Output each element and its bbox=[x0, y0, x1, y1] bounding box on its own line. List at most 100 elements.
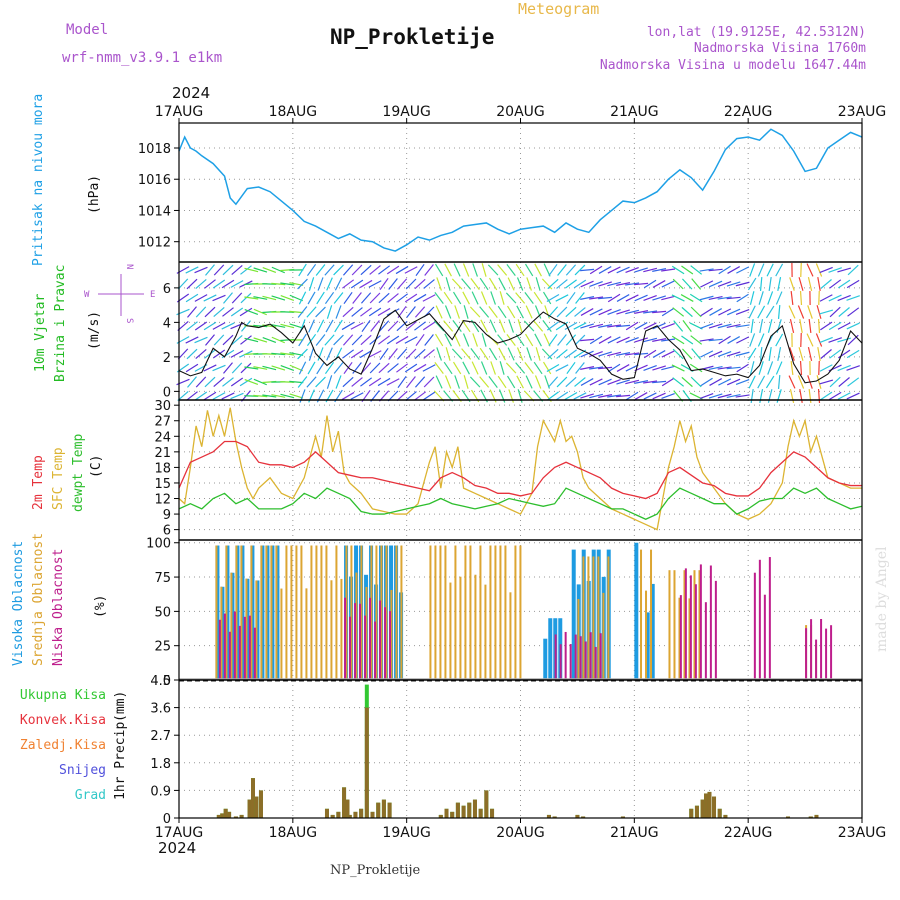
wind-barb bbox=[315, 334, 326, 346]
wind-barb bbox=[847, 377, 860, 387]
wind-barb bbox=[767, 361, 774, 375]
wind-barb bbox=[717, 350, 732, 358]
mid_cloud-bar bbox=[335, 545, 338, 680]
wind-barb bbox=[819, 266, 833, 274]
wind-barb bbox=[681, 348, 693, 360]
wind-barb bbox=[414, 306, 426, 318]
low_cloud-bar bbox=[564, 631, 567, 680]
wind-barb bbox=[271, 394, 286, 398]
wind-barb bbox=[672, 278, 684, 290]
wind-barb bbox=[808, 318, 812, 334]
wind-barb bbox=[681, 335, 694, 345]
wind-barb bbox=[423, 279, 435, 289]
wind-barb bbox=[607, 363, 621, 373]
mid_cloud-bar bbox=[215, 545, 218, 680]
wind-barb bbox=[187, 306, 197, 318]
wind-barb bbox=[195, 376, 207, 388]
wind-barb bbox=[837, 392, 851, 400]
cloud-ylabel-mid: Srednja Oblacnost bbox=[31, 533, 46, 666]
wind-barb bbox=[222, 264, 234, 276]
temp-unit: (C) bbox=[89, 455, 104, 478]
wind-barb bbox=[253, 308, 267, 316]
wind-barb bbox=[194, 294, 208, 302]
wind-barb bbox=[342, 279, 355, 289]
wind-barb bbox=[324, 334, 335, 346]
wind-barb bbox=[487, 264, 499, 276]
wind-barb bbox=[765, 375, 775, 389]
wind-barb bbox=[708, 350, 723, 358]
wind-barb bbox=[524, 362, 534, 374]
wind-barb bbox=[726, 296, 741, 300]
wind-barb bbox=[829, 349, 842, 359]
precip-conv-bar bbox=[444, 808, 449, 818]
mid_cloud-bar bbox=[607, 556, 610, 680]
wind-barb bbox=[607, 394, 622, 398]
wind-barb bbox=[726, 366, 741, 370]
wind-barb bbox=[195, 278, 207, 290]
wind-barb bbox=[289, 393, 304, 399]
wind-barb bbox=[557, 264, 567, 276]
precip-conv-bar bbox=[712, 796, 717, 818]
wind-barb bbox=[625, 337, 639, 343]
precip-conv-bar bbox=[689, 808, 694, 818]
wind-ylabel-2: Brzina i Pravac bbox=[53, 265, 68, 382]
wind-barb bbox=[326, 347, 333, 361]
precip-conv-bar bbox=[370, 811, 375, 818]
precip-conv-bar bbox=[438, 814, 443, 818]
precip-conv-bar bbox=[467, 802, 472, 818]
wind-barb bbox=[616, 364, 630, 372]
wind-barb bbox=[736, 293, 749, 303]
cloud-unit: (%) bbox=[93, 595, 108, 618]
wind-barb bbox=[816, 305, 822, 319]
wind-barb bbox=[757, 375, 766, 389]
mid_cloud-bar bbox=[494, 545, 497, 680]
wind-barb bbox=[828, 337, 842, 343]
wind-barb bbox=[534, 263, 542, 277]
wind-barb bbox=[735, 394, 750, 398]
wind-barb bbox=[777, 347, 782, 361]
wind-barb bbox=[444, 375, 452, 389]
wind-barb bbox=[598, 351, 612, 357]
wind-barb bbox=[498, 347, 506, 361]
wind-barb bbox=[566, 361, 576, 375]
wind-barb bbox=[472, 333, 478, 347]
wind-barb bbox=[454, 375, 460, 389]
wind-barb bbox=[342, 334, 354, 346]
mid_cloud-bar bbox=[469, 545, 472, 680]
wind-barb bbox=[445, 277, 451, 291]
wind-barb bbox=[652, 365, 666, 371]
x-axis: 17AUG 17AUG 18AUG 18AUG 19AUG 19AUG 20AUG 20AUG… bbox=[155, 104, 887, 841]
wind-barb bbox=[652, 280, 666, 288]
ytick-label: 4.5 bbox=[150, 674, 171, 689]
wind-barb bbox=[186, 321, 198, 331]
wind-barb bbox=[735, 308, 750, 316]
mid_cloud-bar bbox=[434, 545, 437, 680]
wind-speed-line bbox=[178, 309, 863, 384]
wind-barb bbox=[817, 277, 821, 291]
wind-barb bbox=[479, 347, 489, 361]
wind-barb bbox=[253, 296, 268, 300]
chart-title: NP_Prokletije bbox=[330, 25, 494, 49]
wind-barb bbox=[204, 376, 216, 388]
precip-conv-bar bbox=[250, 778, 255, 818]
wind-barb bbox=[717, 366, 732, 370]
wind-barb bbox=[828, 267, 842, 273]
wind-barb bbox=[819, 294, 833, 302]
precip-conv-bar bbox=[345, 799, 350, 818]
mid_cloud-bar bbox=[375, 545, 378, 680]
wind-barb bbox=[230, 392, 244, 400]
wind-barb bbox=[775, 333, 784, 347]
wind-barb bbox=[661, 377, 675, 387]
wind-barb bbox=[244, 379, 259, 385]
wind-barb bbox=[828, 321, 842, 331]
wind-barb bbox=[368, 280, 382, 288]
wind-barb bbox=[490, 361, 496, 375]
wind-barb bbox=[508, 319, 514, 333]
wind-barb bbox=[360, 292, 372, 304]
wind-barb bbox=[634, 352, 649, 356]
wind-barb bbox=[469, 306, 481, 318]
footer-title: NP_Prokletije bbox=[330, 863, 421, 878]
precip-conv-bar bbox=[484, 790, 489, 818]
